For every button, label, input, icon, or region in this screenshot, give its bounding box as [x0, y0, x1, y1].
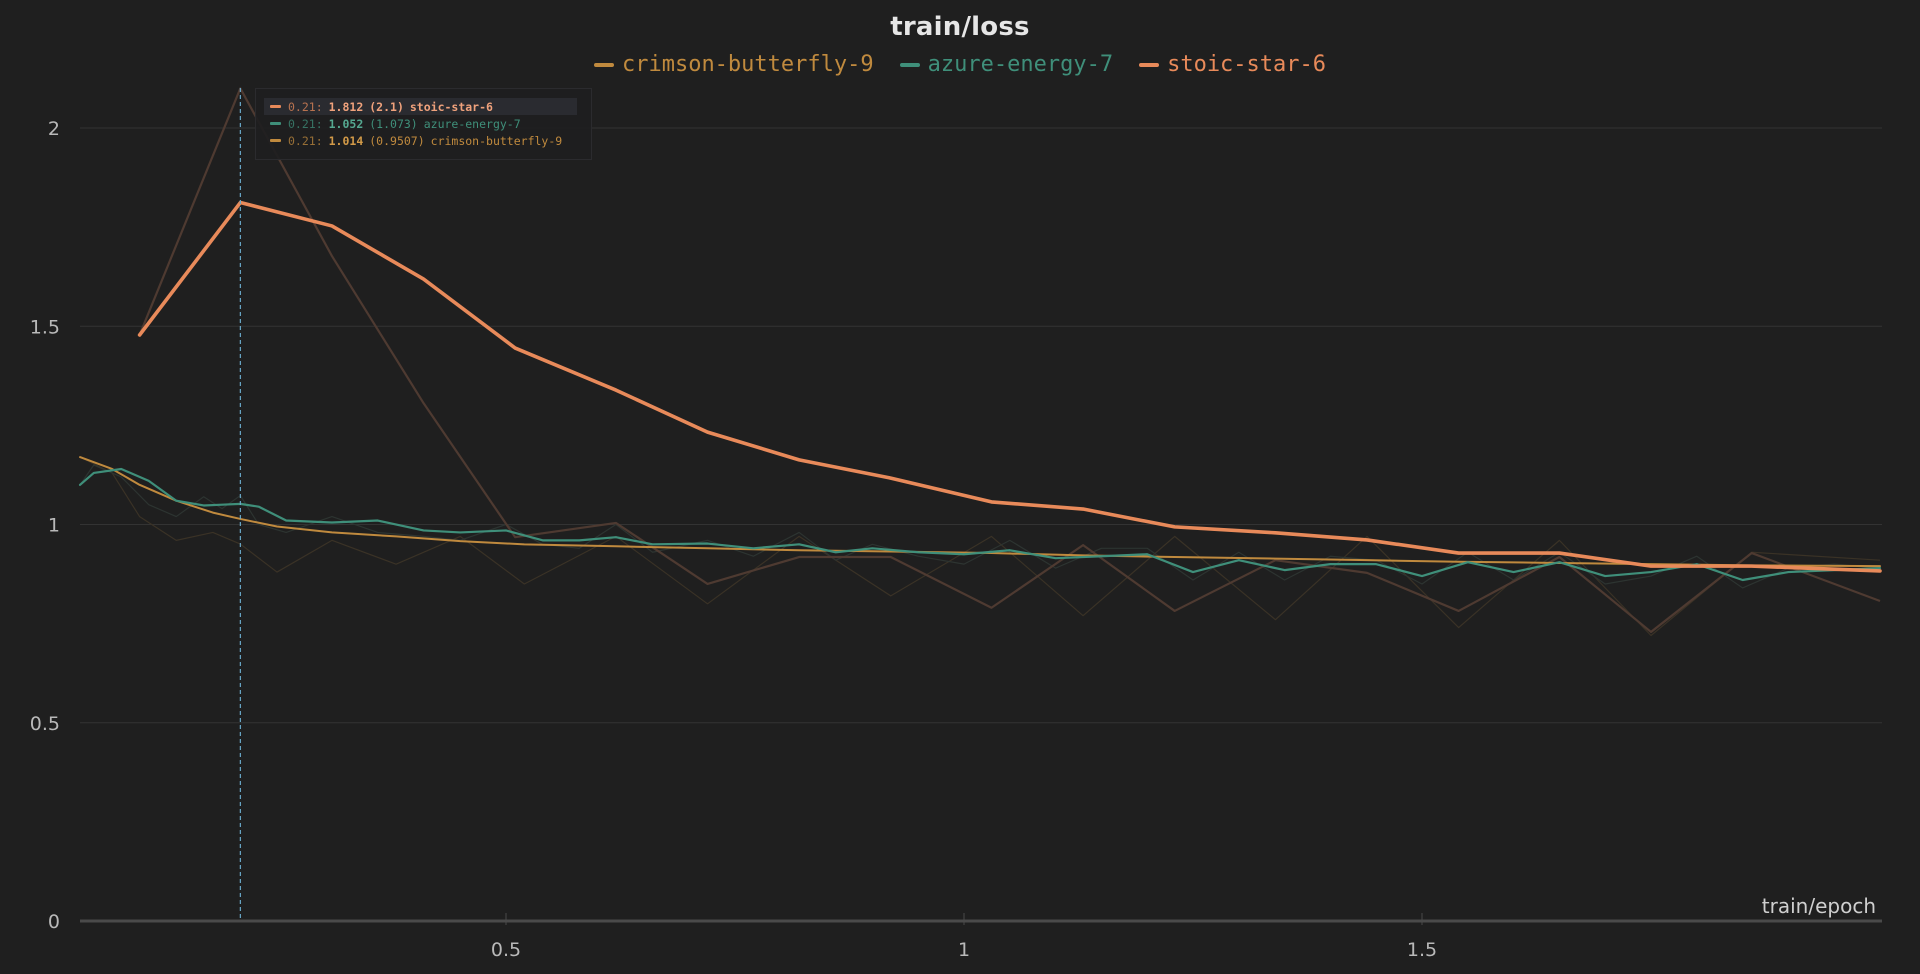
y-tick-label: 0	[48, 911, 60, 933]
tooltip-series: crimson-butterfly-9	[430, 133, 563, 148]
tooltip-row-azure-energy-7: 0.21: 1.052 (1.073) azure-energy-7	[264, 115, 577, 132]
chart-title: train/loss	[890, 12, 1030, 42]
legend-item-azure-energy-7[interactable]: azure-energy-7	[899, 52, 1114, 77]
y-tick-label: 1.5	[30, 316, 60, 338]
tooltip-series: stoic-star-6	[409, 99, 493, 114]
gridlines	[80, 127, 1882, 724]
raw-line-azure-energy-7	[79, 464, 1881, 589]
tooltip-value: 1.812	[328, 99, 364, 114]
tooltip-series: azure-energy-7	[423, 116, 521, 131]
legend-swatch-icon	[593, 62, 614, 67]
legend-item-stoic-star-6[interactable]: stoic-star-6	[1139, 52, 1326, 77]
y-tick-label: 0.5	[30, 713, 60, 735]
y-axis: 0 0.5 1 1.5 2	[30, 118, 60, 933]
tooltip-raw: (2.1)	[369, 99, 404, 114]
raw-line-crimson-butterfly-9	[79, 456, 1881, 637]
hover-tooltip: 0.21: 1.812 (2.1) stoic-star-6 0.21: 1.0…	[255, 88, 592, 160]
tooltip-row-stoic-star-6: 0.21: 1.812 (2.1) stoic-star-6	[264, 98, 577, 115]
x-tick-label: 1.5	[1407, 939, 1437, 961]
legend-swatch-icon	[899, 62, 920, 67]
tooltip-swatch-icon	[270, 122, 281, 125]
x-axis: 0.5 1 1.5	[80, 913, 1882, 961]
smoothed-series-lines	[78, 200, 1882, 582]
x-tick-label: 1	[958, 939, 970, 961]
tooltip-swatch-icon	[270, 105, 281, 108]
tooltip-row-crimson-butterfly-9: 0.21: 1.014 (0.9507) crimson-butterfly-9	[264, 132, 577, 149]
tooltip-value: 1.014	[328, 133, 364, 148]
x-tick-label: 0.5	[491, 939, 521, 961]
legend-item-crimson-butterfly-9[interactable]: crimson-butterfly-9	[593, 52, 874, 77]
tooltip-swatch-icon	[270, 139, 281, 142]
line-azure-energy-7[interactable]	[78, 467, 1882, 582]
line-crimson-butterfly-9[interactable]	[79, 456, 1881, 568]
legend-swatch-icon	[1139, 62, 1160, 67]
tooltip-x: 0.21:	[288, 133, 323, 148]
line-stoic-star-6[interactable]	[137, 200, 1882, 573]
tooltip-x: 0.21:	[288, 116, 323, 131]
x-axis-label: train/epoch	[1762, 894, 1876, 918]
legend-label: stoic-star-6	[1167, 52, 1327, 77]
tooltip-value: 1.052	[328, 116, 364, 131]
tooltip-x: 0.21:	[288, 99, 323, 114]
raw-line-stoic-star-6	[138, 87, 1881, 634]
y-tick-label: 2	[48, 118, 60, 140]
chart-legend: crimson-butterfly-9 azure-energy-7 stoic…	[0, 52, 1920, 77]
tooltip-raw: (1.073)	[369, 116, 418, 131]
y-tick-label: 1	[48, 515, 60, 537]
legend-label: crimson-butterfly-9	[621, 52, 874, 77]
legend-label: azure-energy-7	[927, 52, 1114, 77]
tooltip-raw: (0.9507)	[369, 133, 425, 148]
